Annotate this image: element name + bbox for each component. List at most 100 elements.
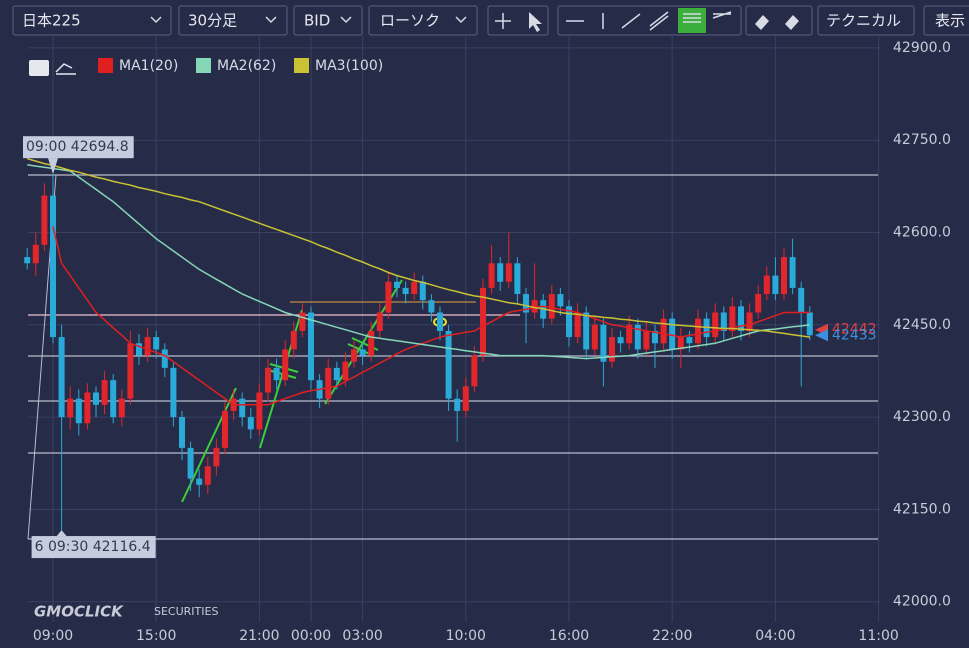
candle-body (402, 287, 409, 295)
candle-body (32, 244, 39, 264)
candle-body (746, 312, 753, 331)
annotation-text: 6 09:30 42116.4 (35, 539, 151, 555)
x-tick-label: 21:00 (239, 628, 279, 644)
technical: テクニカル (826, 12, 901, 30)
candle-body (273, 367, 280, 381)
candle-body (247, 417, 254, 430)
candle-body (660, 318, 667, 344)
candle-body (411, 281, 418, 295)
x-tick-label: 16:00 (549, 628, 589, 644)
chevron (265, 16, 277, 24)
candle-body (170, 367, 177, 418)
price-annotation: 6 09:30 42116.4 (31, 530, 156, 559)
candle-body (222, 410, 228, 448)
candle-body (187, 447, 194, 479)
candle-body (136, 343, 142, 356)
candle-body (299, 312, 306, 331)
candle-body (24, 257, 31, 264)
technical-button[interactable] (817, 5, 915, 36)
candle-body (548, 294, 555, 319)
logo: GMOCLICK (34, 603, 124, 621)
candle-body (351, 349, 357, 362)
candle-body (626, 324, 633, 344)
chart-type-select[interactable] (368, 5, 478, 36)
candle-body (574, 312, 581, 338)
candle-body (110, 380, 117, 418)
annotation-pointer (48, 158, 58, 175)
draw-tools[interactable] (557, 5, 742, 36)
candle-body (600, 324, 607, 362)
legend-swatch (294, 58, 309, 73)
candle-body (806, 312, 813, 336)
candle-body (617, 337, 624, 344)
candle-body (763, 275, 770, 295)
candle-body (488, 263, 495, 288)
candle-body (213, 447, 220, 467)
candle-body (368, 330, 375, 356)
annotation-box (23, 136, 134, 159)
candle-body (789, 257, 796, 288)
candle-body (531, 300, 538, 313)
candle-body (591, 324, 598, 350)
candle-body (101, 380, 108, 405)
display-button[interactable] (923, 5, 969, 36)
y-tick-label: 42450.0 (893, 317, 951, 333)
ma-line (26, 157, 810, 338)
candle-body (359, 349, 366, 356)
pointer-icon (529, 12, 542, 32)
candle-body (514, 263, 521, 295)
y-tick-label: 42000.0 (893, 594, 951, 610)
x-tick-label: 10:00 (446, 628, 486, 644)
crosshair-icon (495, 13, 511, 29)
candle-body (196, 478, 203, 485)
x-tick-label: 11:00 (858, 628, 898, 644)
candle-body (58, 337, 65, 418)
x-tick-label: 04:00 (755, 628, 795, 644)
chevron (455, 16, 467, 24)
candle-body (376, 312, 383, 331)
eraser-icons (755, 15, 799, 30)
candle-body (798, 287, 805, 313)
comment-icon[interactable] (29, 60, 49, 76)
legend-label: MA3(100) (315, 58, 383, 74)
interval-select[interactable] (178, 5, 288, 36)
chart-type: ローソク (380, 12, 440, 30)
candle-body (471, 355, 478, 387)
fr-button[interactable] (678, 8, 706, 33)
candle-body (566, 306, 572, 338)
display: 表示 (935, 12, 965, 30)
candle-body (84, 392, 91, 424)
candle-body (437, 312, 443, 331)
erase-tools[interactable] (745, 5, 813, 36)
candle-body (609, 337, 615, 362)
candle-body (781, 257, 787, 295)
legend (29, 60, 76, 76)
price-tag-label: 42433 (832, 327, 877, 343)
price-tag-label: 42442 (832, 322, 877, 338)
candle-body (480, 287, 486, 356)
draw-icon[interactable] (55, 63, 76, 75)
candle-body (557, 294, 564, 307)
candle-body (41, 195, 48, 245)
annotation-pointer (56, 530, 67, 537)
fib-icons (683, 11, 732, 23)
candle-body (695, 318, 701, 344)
candle-body (583, 312, 590, 350)
candle-body (523, 294, 529, 313)
candle-body (282, 349, 289, 381)
candle-body (161, 349, 168, 368)
price-select[interactable] (293, 5, 363, 36)
y-tick-label: 42300.0 (893, 409, 951, 425)
interval: 30分足 (188, 12, 237, 30)
x-tick-label: 09:00 (33, 628, 73, 644)
candle-body (729, 306, 736, 331)
candle-body (204, 466, 211, 485)
symbol-select[interactable] (12, 5, 172, 36)
candle-body (772, 275, 779, 295)
ma-line (27, 164, 810, 360)
candle-body (652, 330, 658, 344)
candle-body (256, 392, 263, 430)
chevron (150, 16, 162, 24)
x-tick-label: 22:00 (652, 628, 692, 644)
